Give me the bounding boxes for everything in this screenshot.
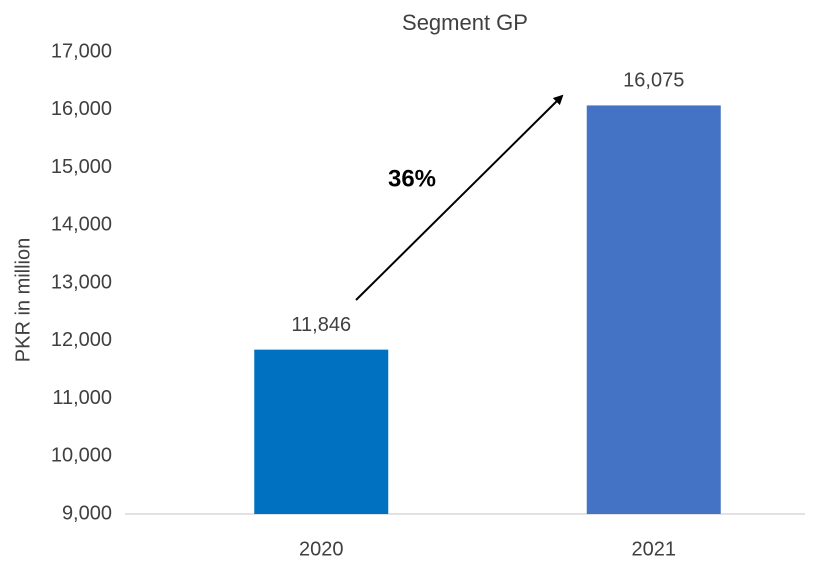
y-axis-label: PKR in million <box>12 238 34 362</box>
y-tick-label: 17,000 <box>51 40 112 62</box>
bar <box>254 349 389 514</box>
y-tick-label: 10,000 <box>51 445 112 467</box>
growth-arrow <box>355 94 564 301</box>
y-tick-label: 15,000 <box>51 156 112 178</box>
y-tick-label: 9,000 <box>62 502 112 524</box>
y-tick-label: 16,000 <box>51 98 112 120</box>
y-tick-label: 14,000 <box>51 214 112 236</box>
y-tick-label: 12,000 <box>51 329 112 351</box>
annotation: 36% <box>388 165 436 192</box>
y-tick-label: 11,000 <box>52 387 112 409</box>
bar <box>586 105 721 514</box>
data-label: 16,075 <box>623 70 684 92</box>
data-label: 11,846 <box>291 314 351 336</box>
chart-title: Segment GP <box>402 10 528 35</box>
x-tick-label: 2020 <box>299 538 344 560</box>
y-tick-label: 13,000 <box>51 271 112 293</box>
x-tick-label: 2021 <box>632 538 677 560</box>
